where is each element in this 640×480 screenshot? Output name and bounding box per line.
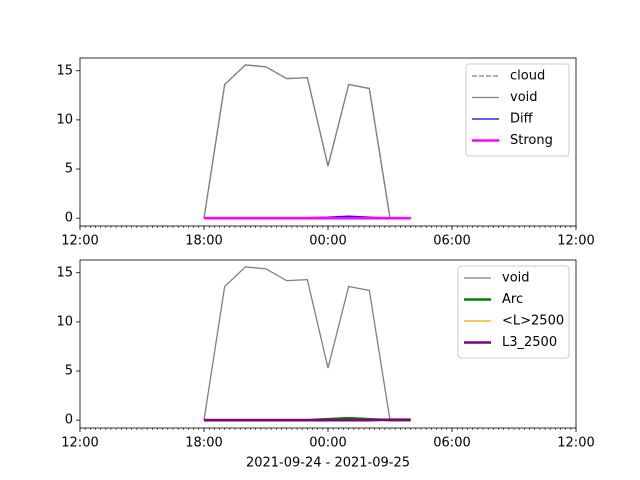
x-tick-label: 12:00 [557,436,594,451]
y-tick-label: 5 [65,162,73,177]
x-tick-label: 00:00 [309,436,346,451]
legend-label: cloud [510,69,545,84]
y-tick-label: 15 [56,63,73,78]
legend-label: Strong [510,133,553,148]
x-tick-label: 00:00 [309,234,346,249]
legend-label: <L>2500 [502,314,564,329]
x-tick-label: 12:00 [557,234,594,249]
x-tick-label: 06:00 [433,436,470,451]
axes-frame [79,57,577,227]
legend-label: Arc [502,292,523,307]
y-tick-label: 10 [56,314,73,329]
legend-box [457,265,570,359]
series-line [203,64,411,219]
y-tick-label: 15 [56,265,73,280]
axes-frame [79,259,577,429]
y-tick-label: 5 [65,364,73,379]
legend-box [465,63,570,157]
x-tick-label: 06:00 [433,234,470,249]
series-line [203,266,411,421]
legend-label: void [510,90,538,105]
legend-label: Diff [510,112,534,127]
x-tick-label: 12:00 [61,436,98,451]
x-tick-label: 18:00 [185,436,222,451]
legend-label: void [502,271,530,286]
y-tick-label: 0 [65,413,73,428]
y-tick-label: 0 [65,211,73,226]
legend-label: L3_2500 [502,335,557,350]
x-tick-label: 18:00 [185,234,222,249]
y-tick-label: 10 [56,112,73,127]
x-tick-label: 12:00 [61,234,98,249]
x-axis-label: 2021-09-24 - 2021-09-25 [246,456,410,471]
